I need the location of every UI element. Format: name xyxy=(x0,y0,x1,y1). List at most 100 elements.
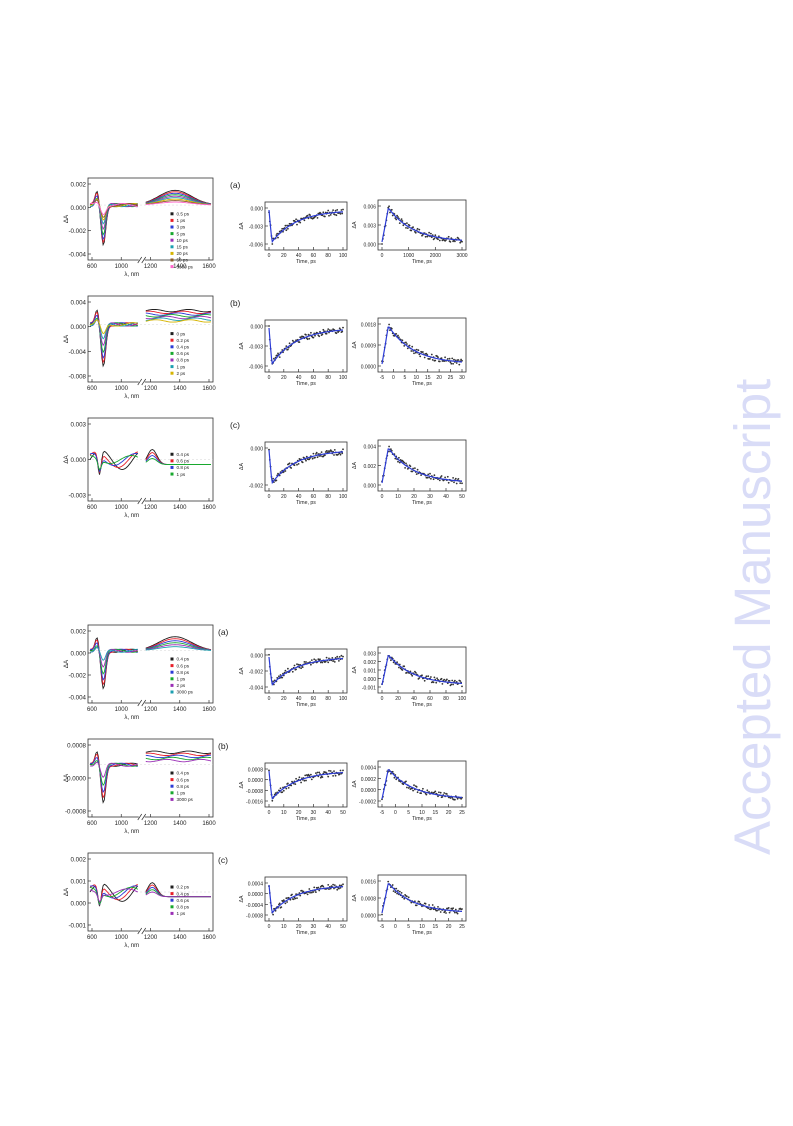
x-tick-label: 25 xyxy=(459,810,465,816)
x-tick-label: 20 xyxy=(411,494,417,500)
data-point xyxy=(430,477,432,480)
data-point xyxy=(437,356,439,359)
data-point xyxy=(338,884,341,887)
data-point xyxy=(444,910,446,912)
y-tick-label: 0.002 xyxy=(363,660,376,666)
legend-marker xyxy=(170,212,174,216)
y-tick-label: -0.003 xyxy=(68,493,86,500)
data-point xyxy=(389,211,391,214)
legend-marker xyxy=(170,332,174,336)
x-tick-label: 20 xyxy=(446,924,452,930)
spectrum-curve-vis xyxy=(89,646,138,661)
data-point xyxy=(332,883,334,886)
y-tick-label: -0.0016 xyxy=(246,800,263,806)
fit-curve xyxy=(381,769,462,800)
data-point xyxy=(427,675,430,678)
legend-marker xyxy=(170,459,174,463)
data-point xyxy=(454,240,456,243)
data-point xyxy=(308,458,311,461)
x-tick-label: 20 xyxy=(436,375,442,381)
data-point xyxy=(440,475,443,477)
data-point xyxy=(325,656,328,659)
y-tick-label: 0.0000 xyxy=(361,788,377,794)
axis-break-gap xyxy=(138,498,145,504)
axis-break-mark xyxy=(141,927,147,935)
data-point xyxy=(436,677,438,680)
data-point xyxy=(450,683,453,686)
x-tick-label: 50 xyxy=(340,924,346,930)
y-axis-label: ΔA xyxy=(352,462,358,469)
data-point xyxy=(425,793,428,796)
data-point xyxy=(309,891,311,894)
watermark-text: Accepted Manuscript xyxy=(724,379,781,855)
data-point xyxy=(292,898,295,901)
data-point xyxy=(402,783,405,786)
x-axis-label: Time, ps xyxy=(296,702,316,708)
data-point xyxy=(310,773,312,776)
data-point xyxy=(315,772,317,774)
x-axis-label: λ, nm xyxy=(124,829,139,835)
x-tick-label: -5 xyxy=(380,924,385,930)
row-c: 0.4 ps0.6 ps0.8 ps1 ps0.0030.000-0.00360… xyxy=(63,417,467,519)
x-tick-label: 1000 xyxy=(115,264,129,270)
nir-curve xyxy=(145,201,212,206)
x-tick-label: 10 xyxy=(281,810,287,816)
axis-break-mark xyxy=(137,927,143,935)
fit-curve xyxy=(381,448,463,484)
data-point xyxy=(406,895,408,898)
x-tick-label: 3000 xyxy=(456,253,467,259)
legend-marker xyxy=(170,238,174,242)
data-point xyxy=(327,209,330,212)
y-axis-label: ΔA xyxy=(239,342,245,349)
x-tick-label: 0 xyxy=(394,810,397,816)
nir-curve xyxy=(145,750,212,754)
x-tick-label: 1400 xyxy=(173,264,187,270)
data-point xyxy=(457,359,460,361)
data-point xyxy=(391,214,394,217)
x-tick-label: 0 xyxy=(268,696,271,702)
legend-entry: 0.8 ps xyxy=(177,465,190,470)
data-point xyxy=(284,470,287,472)
data-point xyxy=(333,449,336,451)
data-point xyxy=(312,336,315,339)
data-point xyxy=(427,907,430,910)
y-tick-label: 0.003 xyxy=(363,224,376,230)
spectrum-curve-vis xyxy=(89,199,138,218)
data-point xyxy=(392,661,395,664)
plot-frame xyxy=(377,439,467,492)
data-point xyxy=(425,675,428,678)
x-tick-label: 600 xyxy=(87,264,98,270)
data-point xyxy=(278,902,281,905)
data-point xyxy=(308,774,311,777)
data-point xyxy=(322,211,325,214)
data-point xyxy=(302,890,305,893)
data-point xyxy=(316,771,319,774)
data-point xyxy=(448,911,451,914)
data-point xyxy=(325,332,328,335)
x-tick-label: -5 xyxy=(380,810,385,816)
fit-curve xyxy=(268,209,344,244)
data-point xyxy=(285,345,288,347)
data-point xyxy=(322,328,325,331)
y-axis-label: ΔA xyxy=(239,895,245,902)
data-point xyxy=(315,659,317,662)
spectrum-curve-vis xyxy=(89,198,138,221)
spectrum-curve-vis xyxy=(89,642,138,682)
data-point xyxy=(447,235,450,238)
panel-letter: (a) xyxy=(218,627,229,637)
data-point xyxy=(446,358,449,360)
legend-marker xyxy=(170,784,174,788)
data-point xyxy=(455,482,458,485)
data-point xyxy=(446,678,448,681)
data-point xyxy=(310,778,313,781)
data-point xyxy=(440,677,443,680)
axis-break-gap xyxy=(138,257,145,263)
data-point xyxy=(285,897,288,900)
data-point xyxy=(331,657,334,659)
plot-frame xyxy=(377,646,467,694)
x-tick-label: 60 xyxy=(311,375,317,381)
y-tick-label: 0.003 xyxy=(363,652,376,658)
data-point xyxy=(441,239,444,242)
data-point xyxy=(405,227,407,229)
nir-curve xyxy=(145,315,212,320)
